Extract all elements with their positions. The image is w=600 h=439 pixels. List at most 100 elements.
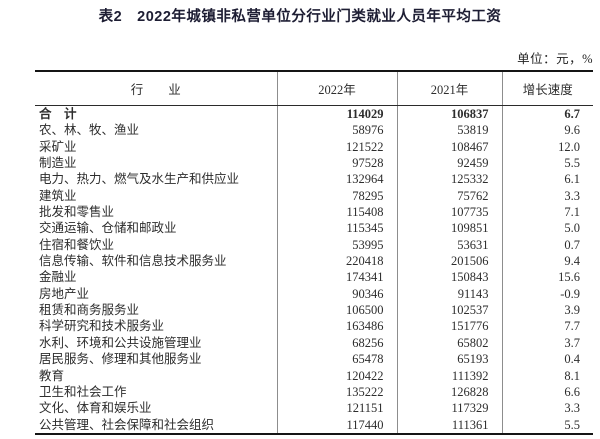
industry-cell: 科学研究和技术服务业 — [39, 319, 165, 334]
value-2021-cell: 106837 — [396, 105, 502, 123]
industry-cell: 电力、热力、燃气及水生产和供应业 — [39, 172, 240, 187]
industry-cell: 信息传输、软件和信息技术服务业 — [39, 254, 227, 269]
value-2021-cell: 75762 — [396, 187, 502, 205]
growth-cell: -0.9 — [501, 285, 593, 303]
table-row: 农、林、牧、渔业 58976 53819 9.6 — [35, 122, 593, 139]
value-2021-cell: 111392 — [396, 367, 502, 384]
table-row: 电力、热力、燃气及水生产和供应业 132964 125332 6.1 — [35, 171, 593, 188]
value-2021-cell: 117329 — [396, 400, 502, 417]
table-body: 合 计 114029 106837 6.7 农、林、牧、渔业 58976 53819 9.6 采… — [35, 105, 593, 434]
table-row: 房地产业 90346 91143 -0.9 — [35, 285, 593, 303]
table-row: 金融业 174341 150843 15.6 — [35, 269, 593, 286]
value-2021-cell: 125332 — [396, 171, 502, 188]
industry-cell: 卫生和社会工作 — [39, 384, 127, 399]
header-row: 行 业 2022年 2021年 增长速度 — [35, 71, 593, 106]
value-2022-cell: 65478 — [276, 351, 397, 368]
industry-cell: 水利、环境和公共设施管理业 — [39, 335, 202, 350]
table-row: 住宿和餐饮业 53995 53631 0.7 — [35, 236, 593, 254]
industry-cell: 公共管理、社会保障和社会组织 — [39, 417, 215, 432]
table-row: 公共管理、社会保障和社会组织 117440 111361 5.5 — [35, 416, 593, 434]
growth-cell: 6.6 — [501, 383, 593, 401]
value-2022-cell: 68256 — [276, 334, 397, 352]
growth-cell: 5.5 — [501, 416, 593, 434]
growth-cell: 6.7 — [501, 105, 593, 123]
value-2022-cell: 97528 — [276, 155, 397, 172]
growth-cell: 5.0 — [501, 220, 593, 237]
industry-cell: 金融业 — [39, 270, 77, 285]
industry-cell: 制造业 — [39, 156, 77, 171]
table-row: 科学研究和技术服务业 163486 151776 7.7 — [35, 318, 593, 335]
value-2021-cell: 53631 — [396, 236, 502, 254]
industry-cell: 交通运输、仓储和邮政业 — [39, 221, 177, 236]
table-header: 行 业 2022年 2021年 增长速度 — [35, 71, 593, 106]
table-row: 卫生和社会工作 135222 126828 6.6 — [35, 383, 593, 401]
unit-note: 单位：元，% — [517, 52, 593, 66]
value-2021-cell: 126828 — [396, 383, 502, 401]
value-2022-cell: 163486 — [276, 318, 397, 335]
value-2021-cell: 92459 — [396, 155, 502, 172]
value-2021-cell: 107735 — [396, 204, 502, 221]
column-header-2022: 2022年 — [276, 71, 397, 106]
value-2022-cell: 132964 — [276, 171, 397, 188]
value-2022-cell: 115408 — [276, 204, 397, 221]
growth-cell: 3.3 — [501, 187, 593, 205]
value-2022-cell: 114029 — [276, 105, 397, 123]
growth-cell: 5.5 — [501, 155, 593, 172]
growth-cell: 15.6 — [501, 269, 593, 286]
value-2022-cell: 121522 — [276, 138, 397, 156]
value-2021-cell: 201506 — [396, 253, 502, 270]
value-2021-cell: 151776 — [396, 318, 502, 335]
value-2022-cell: 117440 — [276, 416, 397, 434]
growth-cell: 7.7 — [501, 318, 593, 335]
value-2021-cell: 150843 — [396, 269, 502, 286]
industry-cell: 合 计 — [39, 107, 77, 121]
value-2021-cell: 53819 — [396, 122, 502, 139]
page-title: 表2 2022年城镇非私营单位分行业门类就业人员年平均工资 — [98, 9, 502, 25]
value-2022-cell: 121151 — [276, 400, 397, 417]
value-2021-cell: 65193 — [396, 351, 502, 368]
growth-cell: 9.6 — [501, 122, 593, 139]
value-2021-cell: 91143 — [396, 285, 502, 303]
value-2022-cell: 120422 — [276, 367, 397, 384]
industry-cell: 教育 — [39, 368, 65, 383]
growth-cell: 3.3 — [501, 400, 593, 417]
growth-cell: 0.4 — [501, 351, 593, 368]
value-2022-cell: 220418 — [276, 253, 397, 270]
table-row: 交通运输、仓储和邮政业 115345 109851 5.0 — [35, 220, 593, 237]
growth-cell: 3.7 — [501, 334, 593, 352]
value-2022-cell: 174341 — [276, 269, 397, 286]
industry-cell: 采矿业 — [39, 139, 77, 154]
industry-cell: 批发和零售业 — [39, 205, 115, 220]
value-2022-cell: 58976 — [276, 122, 397, 139]
table-row: 建筑业 78295 75762 3.3 — [35, 187, 593, 205]
growth-cell: 3.9 — [501, 302, 593, 319]
table-row: 制造业 97528 92459 5.5 — [35, 155, 593, 172]
table-row: 合 计 114029 106837 6.7 — [35, 105, 593, 123]
table-row: 批发和零售业 115408 107735 7.1 — [35, 204, 593, 221]
growth-cell: 6.1 — [501, 171, 593, 188]
value-2021-cell: 102537 — [396, 302, 502, 319]
table-row: 采矿业 121522 108467 12.0 — [35, 138, 593, 156]
industry-cell: 住宿和餐饮业 — [39, 237, 115, 252]
industry-cell: 农、林、牧、渔业 — [39, 123, 140, 138]
table-row: 租赁和商务服务业 106500 102537 3.9 — [35, 302, 593, 319]
column-header-2021: 2021年 — [396, 71, 502, 106]
wage-table: 行 业 2022年 2021年 增长速度 合 计 114029 106837 6.7 农… — [35, 70, 593, 435]
industry-cell: 文化、体育和娱乐业 — [39, 401, 152, 416]
industry-cell: 居民服务、修理和其他服务业 — [39, 352, 202, 367]
value-2022-cell: 106500 — [276, 302, 397, 319]
growth-cell: 7.1 — [501, 204, 593, 221]
table-row: 教育 120422 111392 8.1 — [35, 367, 593, 384]
column-header-growth: 增长速度 — [501, 71, 593, 106]
value-2021-cell: 109851 — [396, 220, 502, 237]
industry-cell: 建筑业 — [39, 188, 77, 203]
value-2022-cell: 135222 — [276, 383, 397, 401]
growth-cell: 8.1 — [501, 367, 593, 384]
growth-cell: 0.7 — [501, 236, 593, 254]
value-2022-cell: 53995 — [276, 236, 397, 254]
growth-cell: 12.0 — [501, 138, 593, 156]
value-2021-cell: 108467 — [396, 138, 502, 156]
table-row: 文化、体育和娱乐业 121151 117329 3.3 — [35, 400, 593, 417]
column-header-industry: 行 业 — [35, 71, 277, 106]
value-2022-cell: 115345 — [276, 220, 397, 237]
